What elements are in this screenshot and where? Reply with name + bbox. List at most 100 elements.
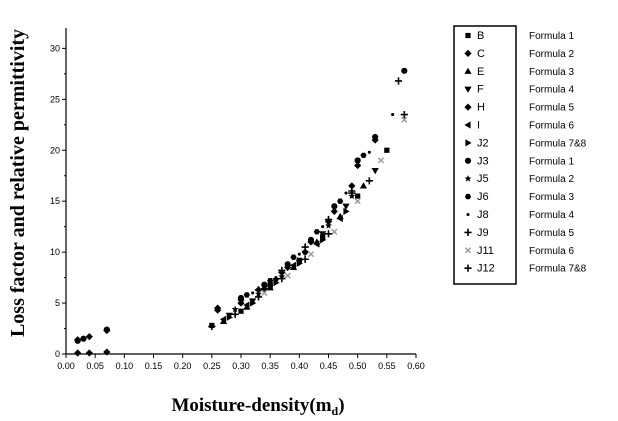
series-B bbox=[209, 147, 390, 329]
legend-label: J11 bbox=[477, 245, 494, 257]
legend-marker bbox=[465, 139, 472, 147]
legend-formula-label: Formula 6 bbox=[529, 246, 574, 257]
legend-marker bbox=[466, 212, 470, 217]
data-point bbox=[342, 203, 350, 210]
data-point bbox=[261, 281, 268, 288]
data-point bbox=[254, 293, 263, 301]
legend-formula-label: Formula 5 bbox=[529, 103, 574, 114]
legend-marker bbox=[464, 103, 472, 111]
data-point bbox=[319, 231, 327, 238]
data-point bbox=[274, 276, 278, 280]
data-point bbox=[394, 77, 403, 85]
data-point bbox=[273, 279, 280, 287]
x-tick-label: 0.25 bbox=[203, 361, 221, 371]
data-point bbox=[348, 189, 356, 197]
series-J9 bbox=[254, 77, 403, 294]
data-point bbox=[372, 133, 379, 141]
x-axis-title-close: ) bbox=[338, 395, 344, 416]
data-point bbox=[355, 193, 361, 199]
legend-label: F bbox=[477, 84, 484, 96]
x-tick-label: 0.10 bbox=[116, 361, 134, 371]
legend-label: J8 bbox=[477, 209, 489, 221]
data-point bbox=[238, 308, 244, 314]
y-tick-label: 0 bbox=[55, 349, 60, 359]
y-tick-label: 20 bbox=[50, 145, 60, 155]
data-point bbox=[214, 306, 222, 314]
legend-marker bbox=[464, 121, 471, 129]
data-point bbox=[208, 322, 216, 331]
legend-marker bbox=[464, 157, 472, 164]
data-point bbox=[360, 152, 367, 158]
y-tick-label: 5 bbox=[55, 298, 60, 308]
data-point bbox=[219, 315, 227, 323]
legend-marker bbox=[464, 67, 472, 74]
data-point bbox=[400, 110, 408, 119]
legend-formula-label: Formula 5 bbox=[529, 228, 574, 239]
data-point bbox=[330, 207, 338, 215]
legend-formula-label: Formula 1 bbox=[529, 31, 574, 42]
data-point bbox=[85, 333, 93, 341]
data-point bbox=[267, 278, 274, 284]
x-tick-label: 0.15 bbox=[145, 361, 163, 371]
data-point bbox=[313, 229, 320, 235]
x-tick-label: 0.30 bbox=[232, 361, 250, 371]
data-point bbox=[377, 157, 385, 164]
legend-marker bbox=[464, 247, 472, 254]
legend-formula-label: Formula 2 bbox=[529, 174, 574, 185]
legend-formula-label: Formula 6 bbox=[529, 121, 574, 132]
y-axis-ticks: 0 5 10 15 20 25 30 bbox=[50, 43, 66, 359]
legend-label: J9 bbox=[477, 227, 489, 239]
legend-label: H bbox=[477, 102, 485, 114]
x-tick-label: 0.05 bbox=[86, 361, 104, 371]
data-point bbox=[307, 251, 315, 258]
data-point bbox=[320, 236, 327, 244]
data-point bbox=[74, 337, 81, 344]
data-point bbox=[301, 255, 309, 263]
x-tick-label: 0.35 bbox=[261, 361, 279, 371]
data-point bbox=[74, 349, 82, 357]
data-point bbox=[301, 243, 309, 251]
data-point bbox=[251, 291, 255, 295]
data-point bbox=[343, 207, 350, 215]
data-point bbox=[384, 147, 390, 153]
data-point bbox=[231, 305, 239, 313]
y-axis-title: Loss factor and relative permittivity bbox=[7, 29, 29, 337]
legend-marker bbox=[464, 264, 472, 272]
legend-marker bbox=[464, 193, 472, 200]
legend-formula-label: Formula 7&8 bbox=[529, 264, 587, 275]
data-point bbox=[324, 215, 333, 224]
data-point bbox=[344, 191, 348, 195]
data-point bbox=[367, 150, 371, 154]
data-point bbox=[237, 299, 245, 307]
legend-label: J2 bbox=[477, 137, 489, 149]
x-tick-label: 0.45 bbox=[320, 361, 338, 371]
data-point bbox=[80, 335, 87, 342]
legend-label: C bbox=[477, 48, 485, 60]
legend: B Formula 1 C Formula 2 E Formula 3 F Formula 4… bbox=[453, 25, 587, 285]
data-point bbox=[243, 301, 250, 309]
data-point bbox=[348, 182, 356, 190]
x-axis-ticks: 0.00 0.05 0.10 0.15 0.20 0.25 0.30 0.35 0.40 0.45… bbox=[57, 354, 425, 371]
y-tick-label: 15 bbox=[50, 196, 60, 206]
data-point bbox=[278, 266, 286, 275]
data-point bbox=[365, 177, 373, 185]
series-J6 bbox=[243, 152, 367, 298]
legend-formula-label: Formula 2 bbox=[529, 49, 574, 60]
data-point bbox=[290, 254, 297, 260]
series-I bbox=[219, 214, 343, 323]
data-point bbox=[85, 349, 93, 357]
data-points bbox=[74, 67, 408, 357]
x-tick-label: 0.55 bbox=[378, 361, 396, 371]
data-point bbox=[237, 294, 245, 302]
series-J12 bbox=[208, 110, 408, 331]
data-point bbox=[337, 198, 344, 204]
data-point bbox=[226, 313, 233, 321]
data-point bbox=[284, 272, 291, 279]
legend-formula-label: Formula 4 bbox=[529, 85, 574, 96]
legend-marker bbox=[464, 175, 472, 182]
legend-formula-label: Formula 3 bbox=[529, 192, 574, 203]
data-point bbox=[331, 228, 338, 235]
data-point bbox=[284, 261, 291, 268]
legend-formula-label: Formula 4 bbox=[529, 210, 574, 221]
legend-label: J12 bbox=[477, 263, 495, 275]
